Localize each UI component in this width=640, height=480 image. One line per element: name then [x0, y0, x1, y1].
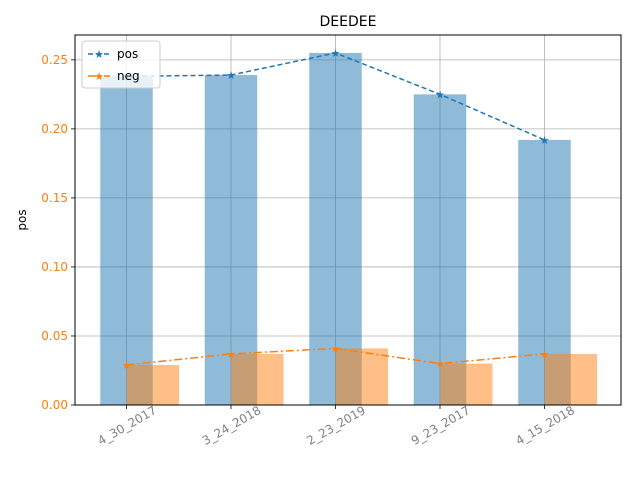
- bar-pos: [309, 52, 362, 406]
- chart-title: DEEDEE: [320, 14, 377, 30]
- y-tick-label: 0.20: [41, 122, 68, 136]
- bar-neg: [544, 353, 597, 405]
- legend-pos-label: pos: [117, 47, 138, 61]
- x-tick-label: 3_24_2018: [200, 403, 264, 448]
- x-tick-label: 9_23_2017: [409, 403, 473, 448]
- x-axis: 4_30_2017 3_24_2018 2_23_2019 9_23_2017 4_15…: [95, 403, 577, 448]
- series-pos-point: ★: [540, 134, 550, 147]
- x-tick-label: 2_23_2019: [304, 403, 368, 448]
- series-neg-point: ★: [122, 359, 132, 372]
- bar-neg: [440, 363, 493, 405]
- bar-pos: [413, 94, 467, 406]
- bar-neg: [231, 353, 284, 405]
- legend-pos-marker: ★: [94, 48, 104, 61]
- series-pos-point: ★: [435, 88, 445, 101]
- bar-neg: [126, 364, 179, 405]
- bar-neg: [335, 348, 388, 405]
- legend-box: [81, 40, 161, 89]
- y-tick-label: 0.25: [41, 53, 68, 67]
- bar-pos: [100, 76, 153, 405]
- y-axis: 0.00 0.05 0.10 0.15 0.20 0.25: [41, 53, 75, 412]
- y-tick-label: 0.00: [41, 398, 68, 412]
- series-lines: ★★★★★★★★★★: [122, 47, 550, 372]
- y-tick-label: 0.05: [41, 329, 68, 343]
- legend-neg-marker: ★: [94, 70, 104, 83]
- x-tick-label: 4_30_2017: [95, 403, 159, 448]
- y-axis-label: pos: [15, 209, 29, 230]
- legend: ★ pos ★ neg: [81, 40, 161, 89]
- plot-frame: [74, 34, 622, 406]
- series-neg-line: [126, 347, 545, 366]
- y-tick-label: 0.10: [41, 260, 68, 274]
- legend-neg-label: neg: [117, 69, 140, 83]
- y-tick-label: 0.15: [41, 191, 68, 205]
- bar-pos: [204, 75, 258, 405]
- series-pos-point: ★: [226, 69, 236, 82]
- series-neg-point: ★: [540, 348, 550, 361]
- series-neg-point: ★: [226, 348, 236, 361]
- x-tick-label: 4_15_2018: [513, 403, 577, 448]
- series-pos-point: ★: [331, 47, 341, 60]
- bars: [100, 52, 597, 406]
- series-neg-point: ★: [435, 358, 445, 371]
- series-neg-point: ★: [331, 342, 341, 355]
- series-pos-line: [126, 52, 545, 141]
